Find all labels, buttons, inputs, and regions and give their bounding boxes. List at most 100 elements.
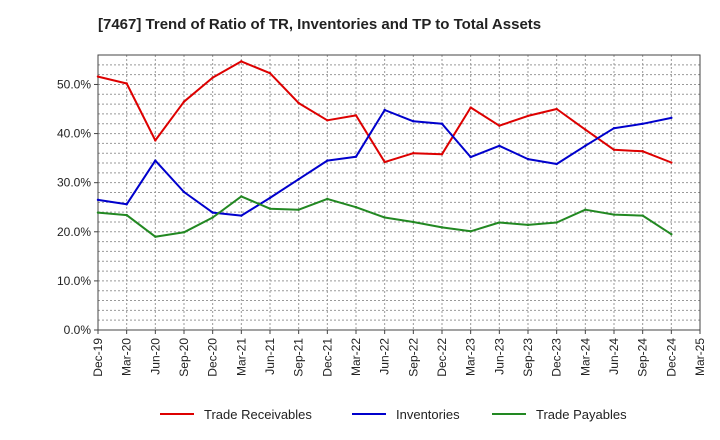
- data-point: [211, 216, 214, 219]
- data-point: [96, 75, 100, 78]
- x-tick-label: Dec-22: [435, 338, 449, 377]
- data-point: [584, 128, 587, 131]
- data-point: [612, 213, 616, 216]
- data-point: [211, 211, 214, 214]
- data-point: [555, 221, 558, 224]
- data-point: [125, 213, 128, 217]
- data-point: [440, 122, 444, 125]
- data-point: [641, 150, 644, 153]
- x-tick-label: Dec-21: [320, 338, 334, 377]
- data-point: [182, 231, 186, 234]
- data-point: [555, 162, 558, 166]
- data-point: [96, 211, 100, 214]
- x-tick-label: Mar-21: [234, 338, 248, 376]
- x-tick-label: Mar-23: [464, 338, 478, 376]
- legend-label-2: Trade Payables: [536, 407, 627, 422]
- data-point: [268, 196, 272, 200]
- data-point: [641, 122, 644, 125]
- data-point: [383, 108, 386, 112]
- data-point: [469, 106, 472, 109]
- data-point: [240, 214, 243, 217]
- data-point: [96, 198, 100, 202]
- data-point: [211, 76, 214, 79]
- chart-title: [7467] Trend of Ratio of TR, Inventories…: [98, 16, 541, 33]
- x-tick-label: Jun-22: [378, 338, 392, 375]
- data-point: [498, 221, 501, 224]
- data-point: [440, 152, 444, 156]
- data-point: [154, 235, 157, 238]
- data-point: [268, 71, 272, 75]
- data-point: [584, 144, 587, 148]
- x-axis: Dec-19 Mar-20 Jun-20 Sep-20 Dec-20 Mar-21 Jun-…: [91, 330, 707, 377]
- x-tick-label: Dec-19: [91, 338, 105, 377]
- grid: [98, 55, 700, 330]
- data-point: [125, 82, 128, 85]
- data-point: [383, 216, 386, 219]
- data-point: [354, 155, 358, 158]
- data-point: [526, 157, 530, 161]
- data-point: [326, 119, 329, 122]
- data-point: [297, 178, 300, 181]
- data-point: [383, 160, 386, 164]
- data-point: [670, 116, 673, 120]
- data-point: [354, 206, 358, 209]
- y-axis: 0.0% 10.0% 20.0% 30.0% 40.0% 50.0%: [57, 77, 98, 337]
- x-tick-label: Sep-22: [406, 338, 420, 377]
- data-point: [354, 114, 358, 117]
- data-point: [240, 195, 243, 198]
- x-tick-label: Jun-23: [492, 338, 506, 375]
- x-tick-label: Mar-20: [120, 338, 134, 376]
- data-point: [526, 114, 530, 118]
- x-tick-label: Sep-23: [521, 338, 535, 377]
- data-point: [412, 152, 415, 155]
- data-point: [268, 207, 272, 210]
- data-point: [297, 101, 300, 105]
- data-point: [498, 144, 501, 148]
- x-tick-label: Dec-20: [206, 338, 220, 377]
- data-point: [584, 208, 587, 211]
- data-point: [498, 124, 501, 127]
- y-tick-label: 40.0%: [57, 127, 91, 141]
- legend: Trade Receivables Inventories Trade Payabl…: [160, 407, 627, 422]
- data-point: [182, 100, 186, 103]
- data-point: [125, 203, 128, 206]
- x-tick-label: Mar-22: [349, 338, 363, 376]
- x-tick-label: Sep-24: [636, 338, 650, 377]
- data-point: [641, 214, 644, 217]
- x-tick-label: Sep-20: [177, 338, 191, 377]
- data-point: [154, 159, 157, 162]
- x-tick-label: Dec-23: [550, 338, 564, 377]
- legend-label-1: Inventories: [396, 407, 460, 422]
- data-point: [182, 190, 186, 194]
- x-tick-label: Mar-24: [578, 338, 592, 376]
- plot-area: [97, 54, 701, 331]
- data-point: [670, 233, 673, 236]
- y-tick-label: 50.0%: [57, 77, 91, 91]
- x-tick-label: Jun-24: [607, 338, 621, 375]
- data-point: [526, 223, 530, 227]
- y-tick-label: 30.0%: [57, 176, 91, 190]
- series-lines: [96, 60, 673, 238]
- x-tick-label: Jun-21: [263, 338, 277, 375]
- data-point: [326, 197, 329, 201]
- data-point: [670, 161, 673, 164]
- data-point: [612, 148, 616, 151]
- data-point: [612, 126, 616, 130]
- y-tick-label: 20.0%: [57, 225, 91, 239]
- data-point: [469, 230, 472, 233]
- x-tick-label: Mar-25: [693, 338, 707, 376]
- data-point: [412, 220, 415, 224]
- data-point: [326, 159, 329, 162]
- data-point: [469, 155, 472, 159]
- data-point: [412, 120, 415, 123]
- data-point: [555, 107, 558, 111]
- y-tick-label: 10.0%: [57, 274, 91, 288]
- y-tick-label: 0.0%: [64, 323, 92, 337]
- data-point: [297, 208, 300, 211]
- x-tick-label: Sep-21: [292, 338, 306, 377]
- x-tick-label: Dec-24: [664, 338, 678, 377]
- data-point: [154, 139, 157, 142]
- x-tick-label: Jun-20: [148, 338, 162, 375]
- legend-label-0: Trade Receivables: [204, 407, 312, 422]
